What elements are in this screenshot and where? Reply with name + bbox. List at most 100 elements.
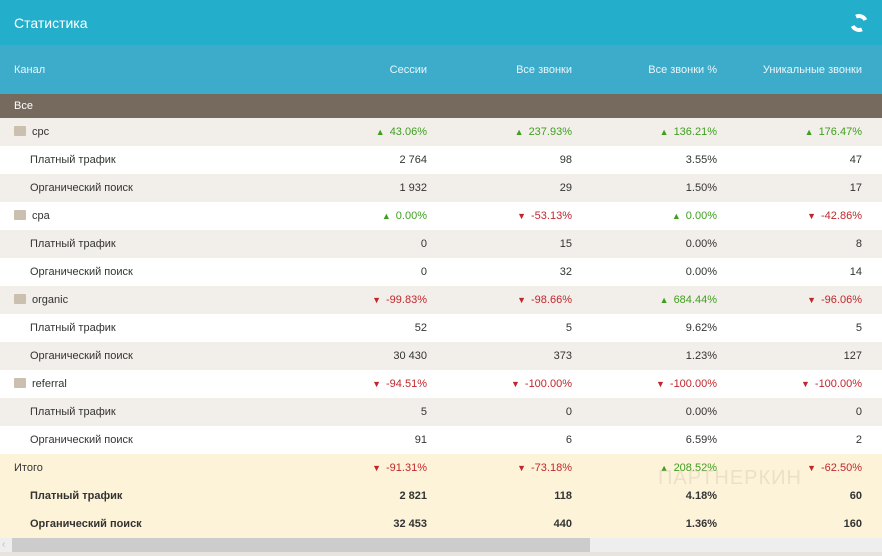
group-row[interactable]: cpc ▲ 43.06% ▲ 237.93% ▲ 136.21% ▲ 176.47% [0, 118, 882, 146]
totals-label: Платный трафик [30, 490, 123, 502]
channel-name: Органический поиск [30, 182, 133, 194]
change-value: 684.44% [673, 294, 717, 306]
change-value: 0.00% [685, 210, 717, 222]
cell-unique-calls: 5 [855, 322, 862, 334]
change-value: 0.00% [395, 210, 427, 222]
cell-calls-percent: 0.00% [685, 238, 717, 250]
table-row: Органический поиск 0 32 0.00% 14 [0, 258, 882, 286]
cell-calls-percent: 0.00% [685, 266, 717, 278]
channel-cell: Органический поиск [0, 434, 282, 446]
scrollbar-footer [0, 552, 882, 556]
arrow-down-icon: ▼ [807, 295, 817, 305]
channel-name: Органический поиск [30, 434, 133, 446]
arrow-up-icon: ▲ [381, 211, 391, 221]
arrow-up-icon: ▲ [659, 127, 669, 137]
scrollbar-thumb[interactable] [12, 538, 590, 552]
cell-unique-calls: ▼ -100.00% [717, 378, 882, 390]
change-value: -91.31% [386, 462, 427, 474]
channel-name: cpa [32, 210, 50, 222]
change-value: 237.93% [528, 126, 572, 138]
arrow-down-icon: ▼ [655, 379, 665, 389]
cell-calls-percent: 1.23% [685, 350, 717, 362]
arrow-up-icon: ▲ [659, 463, 669, 473]
change-value: -53.13% [531, 210, 572, 222]
column-header-channel[interactable]: Канал [14, 63, 46, 76]
cell-calls-percent: 4.18% [685, 490, 717, 502]
column-header-calls-percent[interactable]: Все звонки % [648, 63, 717, 76]
channel-cell: organic [0, 294, 282, 306]
cell-calls: ▼ -100.00% [427, 378, 572, 390]
arrow-down-icon: ▼ [517, 295, 527, 305]
channel-cell: Платный трафик [0, 238, 282, 250]
arrow-down-icon: ▼ [372, 295, 382, 305]
totals-row: Органический поиск 32 453 440 1.36% 160 [0, 510, 882, 538]
cell-calls: ▼ -73.18% [427, 462, 572, 474]
cell-unique-calls: ▼ -42.86% [717, 210, 882, 222]
totals-label: Итого [14, 462, 43, 474]
cell-sessions: 0 [420, 266, 427, 278]
column-header-sessions[interactable]: Сессии [389, 63, 427, 76]
change-value: -94.51% [386, 378, 427, 390]
refresh-icon[interactable] [847, 10, 871, 35]
cell-sessions: 2 764 [399, 154, 427, 166]
folder-icon [14, 210, 26, 220]
cell-calls: 29 [559, 182, 572, 194]
change-value: -96.06% [821, 294, 862, 306]
group-row[interactable]: organic ▼ -99.83% ▼ -98.66% ▲ 684.44% ▼ -96.06% [0, 286, 882, 314]
arrow-down-icon: ▼ [807, 211, 817, 221]
scroll-left-icon[interactable]: ‹ [2, 539, 6, 550]
horizontal-scrollbar[interactable]: ‹ [0, 538, 882, 556]
cell-calls: 373 [553, 350, 572, 362]
cell-unique-calls: 0 [855, 406, 862, 418]
group-row[interactable]: cpa ▲ 0.00% ▼ -53.13% ▲ 0.00% ▼ -42.86% [0, 202, 882, 230]
cell-unique-calls: 8 [855, 238, 862, 250]
cell-calls: 440 [553, 518, 572, 530]
channel-name: Платный трафик [30, 238, 116, 250]
channel-name: Платный трафик [30, 322, 116, 334]
change-value: -100.00% [524, 378, 572, 390]
arrow-down-icon: ▼ [372, 463, 382, 473]
arrow-down-icon: ▼ [372, 379, 382, 389]
arrow-up-icon: ▲ [375, 127, 385, 137]
table-row: Органический поиск 1 932 29 1.50% 17 [0, 174, 882, 202]
table-row: Платный трафик 2 764 98 3.55% 47 [0, 146, 882, 174]
cell-calls: 32 [559, 266, 572, 278]
channel-name: Органический поиск [30, 266, 133, 278]
column-header-calls[interactable]: Все звонки [516, 63, 572, 76]
channel-cell: Органический поиск [0, 182, 282, 194]
cell-calls: 118 [554, 490, 572, 502]
cell-unique-calls: 47 [849, 154, 862, 166]
cell-sessions: ▼ -94.51% [282, 378, 427, 390]
change-value: 136.21% [673, 126, 717, 138]
cell-sessions: ▼ -91.31% [282, 462, 427, 474]
table-row: Платный трафик 5 0 0.00% 0 [0, 398, 882, 426]
channel-cell: Органический поиск [0, 266, 282, 278]
cell-sessions: 5 [420, 406, 427, 418]
cell-unique-calls: 127 [843, 350, 862, 362]
arrow-down-icon: ▼ [807, 463, 817, 473]
folder-icon [14, 126, 26, 136]
cell-unique-calls: 160 [843, 518, 862, 530]
change-value: 176.47% [818, 126, 862, 138]
cell-unique-calls: 14 [849, 266, 862, 278]
cell-calls: 6 [565, 434, 572, 446]
arrow-down-icon: ▼ [517, 463, 527, 473]
channel-cell: Платный трафик [0, 406, 282, 418]
channel-cell: Органический поиск [0, 350, 282, 362]
table-row: Платный трафик 52 5 9.62% 5 [0, 314, 882, 342]
cell-unique-calls: ▼ -96.06% [717, 294, 882, 306]
cell-calls: 5 [565, 322, 572, 334]
cell-sessions: ▼ -99.83% [282, 294, 427, 306]
column-header-unique-calls[interactable]: Уникальные звонки [762, 63, 862, 76]
cell-calls-percent: 9.62% [685, 322, 717, 334]
cell-unique-calls: ▼ -62.50% [717, 462, 882, 474]
cell-sessions: 30 430 [393, 350, 427, 362]
cell-calls: 0 [565, 406, 572, 418]
table-row: Платный трафик 0 15 0.00% 8 [0, 230, 882, 258]
channel-name: Платный трафик [30, 154, 116, 166]
group-row[interactable]: referral ▼ -94.51% ▼ -100.00% ▼ -100.00% ▼ -100.… [0, 370, 882, 398]
change-value: -100.00% [814, 378, 862, 390]
table-row: Органический поиск 91 6 6.59% 2 [0, 426, 882, 454]
cell-sessions: ▲ 0.00% [282, 210, 427, 222]
arrow-down-icon: ▼ [800, 379, 810, 389]
